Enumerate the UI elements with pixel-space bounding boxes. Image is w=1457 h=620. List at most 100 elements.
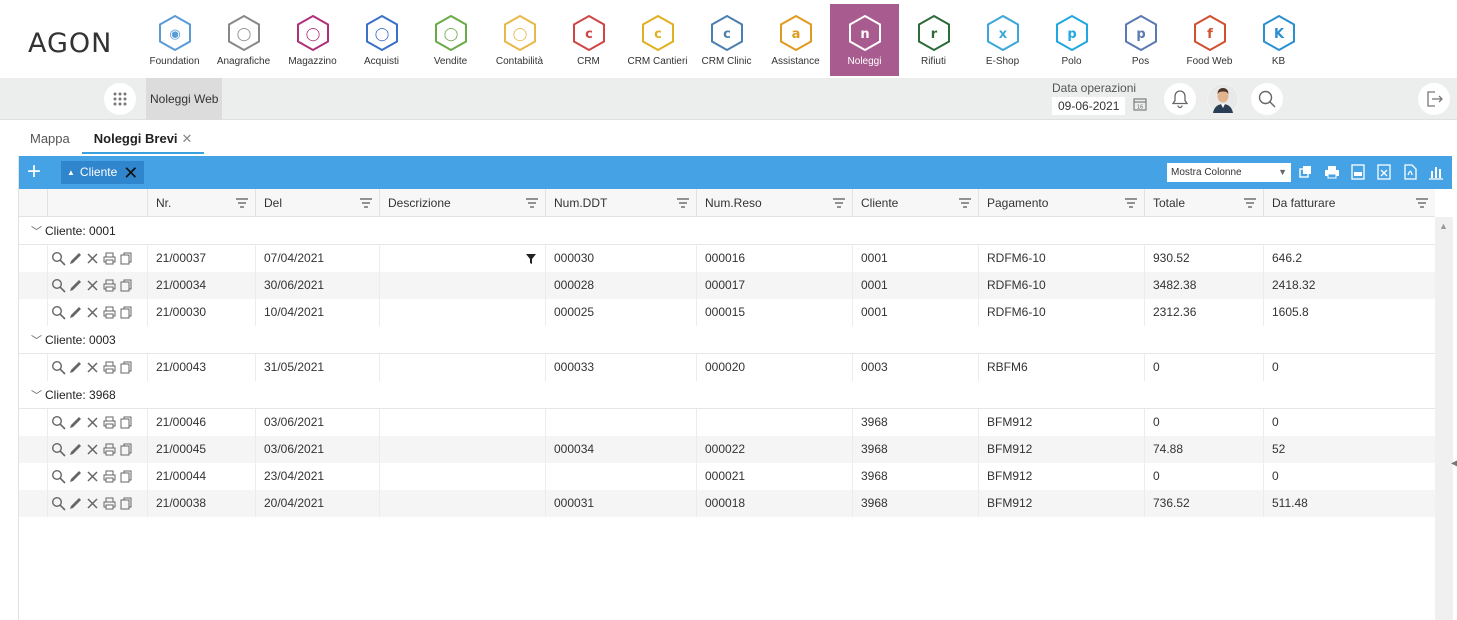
export-excel-icon[interactable] bbox=[1375, 163, 1393, 181]
filter-icon[interactable] bbox=[359, 197, 373, 209]
column-header-da-fatturare[interactable]: Da fatturare bbox=[1263, 189, 1435, 217]
table-row[interactable]: 21/00038 20/04/2021 000031 000018 3968 BFM912… bbox=[19, 490, 1435, 517]
print-icon[interactable] bbox=[102, 415, 117, 430]
edit-icon[interactable] bbox=[68, 442, 83, 457]
edit-icon[interactable] bbox=[68, 469, 83, 484]
notifications-button[interactable] bbox=[1164, 83, 1196, 115]
duplicate-icon[interactable] bbox=[119, 415, 134, 430]
view-icon[interactable] bbox=[51, 442, 66, 457]
column-header-cliente[interactable]: Cliente bbox=[852, 189, 978, 217]
vertical-scrollbar[interactable]: ▲ bbox=[1435, 217, 1453, 620]
chart-icon[interactable] bbox=[1427, 163, 1445, 181]
module-acquisti[interactable]: ◯ Acquisti bbox=[347, 4, 416, 76]
filter-icon[interactable] bbox=[1124, 197, 1138, 209]
module-e-shop[interactable]: x E-Shop bbox=[968, 4, 1037, 76]
module-crm[interactable]: c CRM bbox=[554, 4, 623, 76]
view-icon[interactable] bbox=[51, 360, 66, 375]
filter-funnel-icon[interactable] bbox=[525, 253, 537, 265]
print-icon[interactable] bbox=[102, 442, 117, 457]
view-icon[interactable] bbox=[51, 415, 66, 430]
operations-date-field[interactable]: 09-06-2021 bbox=[1052, 97, 1126, 115]
table-row[interactable]: 21/00046 03/06/2021 3968 BFM912 0 0 bbox=[19, 409, 1435, 436]
calendar-icon[interactable]: 16 bbox=[1133, 97, 1147, 111]
view-icon[interactable] bbox=[51, 496, 66, 511]
module-vendite[interactable]: ◯ Vendite bbox=[416, 4, 485, 76]
duplicate-icon[interactable] bbox=[119, 251, 134, 266]
duplicate-icon[interactable] bbox=[119, 469, 134, 484]
side-panel-handle-icon[interactable]: ◀ bbox=[1451, 458, 1457, 469]
edit-icon[interactable] bbox=[68, 496, 83, 511]
view-icon[interactable] bbox=[51, 469, 66, 484]
column-header-totale[interactable]: Totale bbox=[1144, 189, 1263, 217]
table-row[interactable]: 21/00030 10/04/2021 000025 000015 0001 RDFM6-… bbox=[19, 299, 1435, 326]
user-avatar[interactable] bbox=[1207, 83, 1239, 115]
group-row[interactable]: ﹀ Cliente: 0001 bbox=[19, 217, 1435, 245]
print-icon[interactable] bbox=[102, 251, 117, 266]
filter-icon[interactable] bbox=[832, 197, 846, 209]
column-header-pagamento[interactable]: Pagamento bbox=[978, 189, 1144, 217]
filter-icon[interactable] bbox=[958, 197, 972, 209]
close-tab-icon[interactable]: ✕ bbox=[181, 131, 193, 146]
edit-icon[interactable] bbox=[68, 251, 83, 266]
duplicate-icon[interactable] bbox=[119, 496, 134, 511]
view-icon[interactable] bbox=[51, 278, 66, 293]
view-icon[interactable] bbox=[51, 251, 66, 266]
duplicate-icon[interactable] bbox=[119, 305, 134, 320]
module-rifiuti[interactable]: r Rifiuti bbox=[899, 4, 968, 76]
table-row[interactable]: 21/00037 07/04/2021 000030 000016 0001 RDFM6-… bbox=[19, 245, 1435, 272]
print-icon[interactable] bbox=[102, 469, 117, 484]
module-contabilit-[interactable]: ◯ Contabilità bbox=[485, 4, 554, 76]
print-icon[interactable] bbox=[1323, 163, 1341, 181]
table-row[interactable]: 21/00043 31/05/2021 000033 000020 0003 RBFM6 0… bbox=[19, 354, 1435, 381]
column-header-num-ddt[interactable]: Num.DDT bbox=[545, 189, 696, 217]
delete-icon[interactable] bbox=[85, 360, 100, 375]
delete-icon[interactable] bbox=[85, 415, 100, 430]
module-assistance[interactable]: a Assistance bbox=[761, 4, 830, 76]
edit-icon[interactable] bbox=[68, 278, 83, 293]
filter-icon[interactable] bbox=[676, 197, 690, 209]
duplicate-icon[interactable] bbox=[119, 278, 134, 293]
edit-icon[interactable] bbox=[68, 415, 83, 430]
delete-icon[interactable] bbox=[85, 305, 100, 320]
delete-icon[interactable] bbox=[85, 469, 100, 484]
column-header-num-reso[interactable]: Num.Reso bbox=[696, 189, 852, 217]
delete-icon[interactable] bbox=[85, 278, 100, 293]
column-header-nr-[interactable]: Nr. bbox=[147, 189, 255, 217]
tab-mappa[interactable]: Mappa bbox=[18, 124, 82, 154]
tab-noleggi-brevi[interactable]: Noleggi Brevi ✕ bbox=[81, 124, 205, 154]
logout-button[interactable] bbox=[1418, 83, 1450, 115]
search-button[interactable] bbox=[1251, 83, 1283, 115]
module-magazzino[interactable]: ◯ Magazzino bbox=[278, 4, 347, 76]
copy-icon[interactable] bbox=[1297, 163, 1315, 181]
module-kb[interactable]: K KB bbox=[1244, 4, 1313, 76]
print-icon[interactable] bbox=[102, 278, 117, 293]
filter-icon[interactable] bbox=[235, 197, 249, 209]
module-foundation[interactable]: ◉ Foundation bbox=[140, 4, 209, 76]
print-icon[interactable] bbox=[102, 305, 117, 320]
scroll-up-icon[interactable]: ▲ bbox=[1439, 221, 1448, 231]
apps-menu-button[interactable] bbox=[104, 83, 136, 115]
print-icon[interactable] bbox=[102, 496, 117, 511]
print-icon[interactable] bbox=[102, 360, 117, 375]
filter-icon[interactable] bbox=[525, 197, 539, 209]
view-icon[interactable] bbox=[51, 305, 66, 320]
module-crm-cantieri[interactable]: c CRM Cantieri bbox=[623, 4, 692, 76]
group-by-chip[interactable]: ▲ Cliente ✕ bbox=[61, 161, 145, 184]
module-noleggi[interactable]: n Noleggi bbox=[830, 4, 899, 76]
module-pos[interactable]: p Pos bbox=[1106, 4, 1175, 76]
duplicate-icon[interactable] bbox=[119, 360, 134, 375]
remove-group-icon[interactable]: ✕ bbox=[123, 162, 139, 183]
columns-select[interactable]: Mostra Colonne ▼ bbox=[1167, 163, 1291, 182]
module-polo[interactable]: p Polo bbox=[1037, 4, 1106, 76]
duplicate-icon[interactable] bbox=[119, 442, 134, 457]
filter-icon[interactable] bbox=[1243, 197, 1257, 209]
module-crm-clinic[interactable]: c CRM Clinic bbox=[692, 4, 761, 76]
export-pdf-icon[interactable] bbox=[1401, 163, 1419, 181]
table-row[interactable]: 21/00034 30/06/2021 000028 000017 0001 RDFM6-… bbox=[19, 272, 1435, 299]
chevron-down-icon[interactable]: ﹀ bbox=[31, 390, 42, 402]
chevron-down-icon[interactable]: ﹀ bbox=[31, 335, 42, 347]
module-food-web[interactable]: f Food Web bbox=[1175, 4, 1244, 76]
edit-icon[interactable] bbox=[68, 360, 83, 375]
delete-icon[interactable] bbox=[85, 442, 100, 457]
edit-icon[interactable] bbox=[68, 305, 83, 320]
